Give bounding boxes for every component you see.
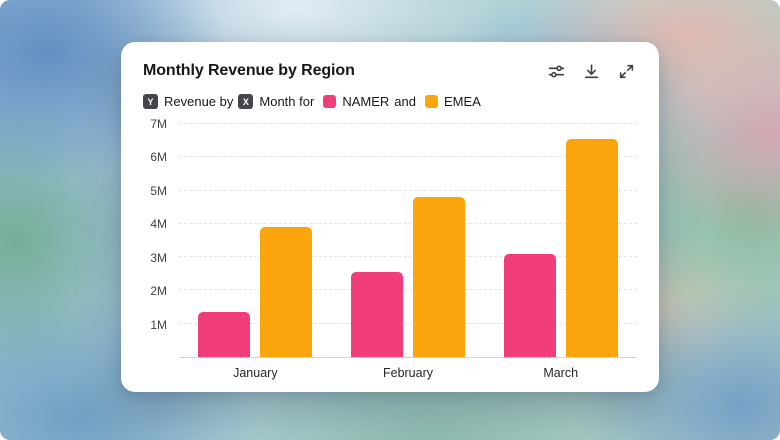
x-axis-labels: January February March: [179, 366, 637, 380]
y-tick-label: 4M: [150, 217, 167, 232]
namer-legend-swatch: [323, 95, 337, 108]
expand-icon: [618, 64, 635, 83]
bar-namer-february[interactable]: [351, 272, 403, 357]
gridline: [179, 222, 637, 224]
gridline: [179, 289, 637, 291]
gridline: [179, 123, 637, 124]
x-tick-label: February: [382, 366, 434, 380]
x-axis-label: Month for: [259, 94, 315, 109]
filter-settings-button[interactable]: [546, 61, 567, 82]
download-icon: [583, 63, 600, 83]
sliders-icon: [548, 64, 565, 83]
plot-wrap: January February March: [179, 123, 637, 380]
plot-area: [179, 123, 637, 358]
y-axis-labels: 1M 2M 3M 4M 5M 6M 7M: [143, 117, 179, 358]
legend-join-text: and: [394, 94, 416, 109]
y-tick-label: 7M: [150, 117, 167, 131]
x-axis-badge: X: [238, 94, 254, 109]
y-tick-label: 1M: [150, 317, 167, 332]
bar-namer-march[interactable]: [503, 253, 556, 357]
card-toolbar: [546, 61, 637, 82]
bar-group-january: [179, 124, 332, 357]
bar-emea-february[interactable]: [413, 197, 465, 357]
bar-emea-january[interactable]: [260, 227, 313, 357]
x-tick-label: January: [233, 366, 278, 380]
gridline: [179, 322, 637, 324]
download-button[interactable]: [581, 61, 602, 82]
y-tick-label: 3M: [150, 250, 167, 265]
revenue-card: Monthly Revenue by Region: [121, 42, 659, 392]
bar-namer-january[interactable]: [198, 312, 251, 357]
card-title: Monthly Revenue by Region: [143, 62, 355, 79]
y-axis-badge: Y: [143, 94, 158, 109]
y-tick-label: 2M: [150, 284, 167, 299]
bar-group-february: [332, 124, 485, 357]
expand-button[interactable]: [616, 61, 637, 82]
gridline: [179, 156, 637, 158]
bar-group-march: [484, 124, 637, 357]
emea-legend-label: EMEA: [443, 94, 481, 109]
gridline: [179, 189, 637, 191]
y-axis-label: Revenue by: [164, 94, 234, 109]
y-tick-label: 5M: [150, 183, 167, 198]
bar-groups: [179, 124, 637, 357]
x-tick-label: March: [543, 366, 579, 380]
namer-legend-label: NAMER: [342, 94, 390, 109]
emea-legend-swatch: [424, 95, 438, 108]
bar-emea-march[interactable]: [565, 138, 618, 357]
chart-config-row: Y Revenue by X Month for NAMER and EMEA: [143, 93, 637, 110]
y-tick-label: 6M: [150, 150, 167, 165]
gridline: [179, 256, 637, 258]
card-header: Monthly Revenue by Region: [143, 60, 637, 82]
bar-chart: 1M 2M 3M 4M 5M 6M 7M January February March: [143, 117, 637, 380]
